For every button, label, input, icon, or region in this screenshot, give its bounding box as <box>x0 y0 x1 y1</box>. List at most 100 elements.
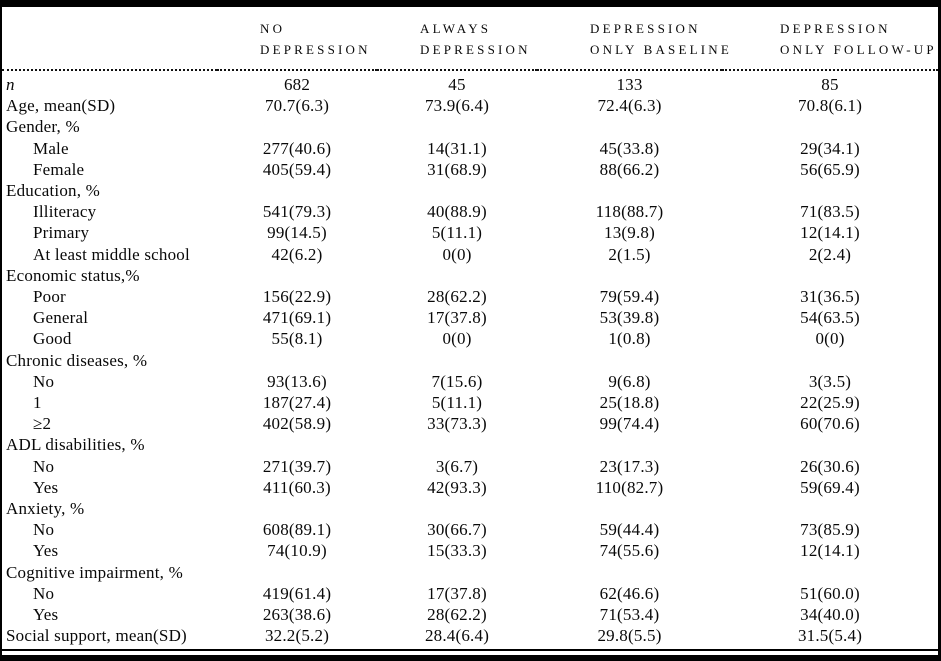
table-row: At least middle school 42(6.2) 0(0) 2(1.… <box>2 244 938 265</box>
cell: 59(44.4) <box>599 520 660 540</box>
row-label: ADL disabilities, % <box>6 435 145 455</box>
cell: 93(13.6) <box>267 371 327 391</box>
row-label: Anxiety, % <box>6 499 85 519</box>
row-label: No <box>33 371 55 391</box>
cell: 3(6.7) <box>435 456 479 476</box>
cell: 74(55.6) <box>599 541 660 561</box>
cell: 40(88.9) <box>427 202 487 222</box>
table-row: Poor 156(22.9) 28(62.2) 79(59.4) 31(36.5… <box>2 286 938 307</box>
table-row: Chronic diseases, % <box>2 350 938 371</box>
header-row: NO DEPRESSION ALWAYS DEPRESSION DEPRESSI… <box>2 7 938 71</box>
row-label: Illiteracy <box>33 202 97 222</box>
cell <box>537 350 722 371</box>
cell: 12(14.1) <box>800 541 860 561</box>
table-row: No 93(13.6) 7(15.6) 9(6.8) 3(3.5) <box>2 371 938 392</box>
cell: 2(2.4) <box>808 244 852 264</box>
cell <box>217 562 377 583</box>
cell: 99(14.5) <box>267 223 327 243</box>
cell: 12(14.1) <box>800 223 860 243</box>
cell: 99(74.4) <box>599 414 660 434</box>
cell <box>722 265 938 286</box>
cell: 23(17.3) <box>599 456 660 476</box>
cell <box>722 562 938 583</box>
row-label: Female <box>33 159 85 179</box>
cell: 70.8(6.1) <box>797 96 863 116</box>
cell <box>377 116 537 137</box>
cell: 15(33.3) <box>427 541 487 561</box>
cell <box>722 434 938 455</box>
cell <box>537 265 722 286</box>
column-header-no-depression: NO DEPRESSION <box>217 7 377 71</box>
characteristics-table: NO DEPRESSION ALWAYS DEPRESSION DEPRESSI… <box>2 7 938 646</box>
cell: 73(85.9) <box>800 520 860 540</box>
cell: 541(79.3) <box>262 202 332 222</box>
table-frame: NO DEPRESSION ALWAYS DEPRESSION DEPRESSI… <box>2 7 938 651</box>
cell <box>217 265 377 286</box>
cell: 56(65.9) <box>800 159 860 179</box>
table-row: Education, % <box>2 180 938 201</box>
row-label: ≥2 <box>33 414 52 434</box>
table-row: Age, mean(SD) 70.7(6.3) 73.9(6.4) 72.4(6… <box>2 95 938 116</box>
row-label: Chronic diseases, % <box>6 350 148 370</box>
row-label: n <box>6 75 15 94</box>
cell: 0(0) <box>442 244 472 264</box>
table-row: Cognitive impairment, % <box>2 562 938 583</box>
cell: 1(0.8) <box>608 329 651 349</box>
cell: 31(36.5) <box>800 287 860 307</box>
cell: 53(39.8) <box>599 308 660 328</box>
cell <box>217 116 377 137</box>
column-header-line: DEPRESSION <box>260 42 371 57</box>
cell: 28(62.2) <box>427 605 487 625</box>
table-row: Gender, % <box>2 116 938 137</box>
cell: 133 <box>616 75 643 94</box>
cell: 79(59.4) <box>599 287 660 307</box>
cell <box>217 180 377 201</box>
cell: 2(1.5) <box>608 244 651 264</box>
table-row: Yes 74(10.9) 15(33.3) 74(55.6) 12(14.1) <box>2 540 938 561</box>
cell: 3(3.5) <box>808 371 852 391</box>
cell <box>537 180 722 201</box>
cell: 471(69.1) <box>262 308 332 328</box>
cell <box>722 498 938 519</box>
table-header: NO DEPRESSION ALWAYS DEPRESSION DEPRESSI… <box>2 7 938 71</box>
cell: 28.4(6.4) <box>424 626 490 646</box>
cell: 25(18.8) <box>599 393 660 413</box>
cell <box>217 350 377 371</box>
cell <box>217 434 377 455</box>
cell <box>722 350 938 371</box>
cell <box>537 434 722 455</box>
cell <box>377 265 537 286</box>
cell: 26(30.6) <box>800 456 860 476</box>
cell <box>217 498 377 519</box>
cell: 30(66.7) <box>427 520 487 540</box>
row-label: Yes <box>33 541 59 561</box>
cell: 32.2(5.2) <box>264 626 330 646</box>
table-row: Illiteracy 541(79.3) 40(88.9) 118(88.7) … <box>2 201 938 222</box>
row-label: 1 <box>33 393 42 413</box>
cell: 405(59.4) <box>262 159 332 179</box>
cell: 42(6.2) <box>271 244 323 264</box>
cell: 271(39.7) <box>262 456 332 476</box>
cell <box>537 498 722 519</box>
row-label: Education, % <box>6 181 100 201</box>
table-row: Anxiety, % <box>2 498 938 519</box>
column-header-line: NO <box>260 21 286 36</box>
cell: 72.4(6.3) <box>597 96 662 116</box>
cell: 73.9(6.4) <box>424 96 490 116</box>
cell: 156(22.9) <box>262 287 332 307</box>
row-label: Economic status,% <box>6 265 140 285</box>
cell: 22(25.9) <box>800 393 860 413</box>
row-label: Male <box>33 138 69 158</box>
row-label: Yes <box>33 477 59 497</box>
cell: 31(68.9) <box>427 159 487 179</box>
cell: 608(89.1) <box>262 520 332 540</box>
row-label: Age, mean(SD) <box>6 96 116 116</box>
table-row: General 471(69.1) 17(37.8) 53(39.8) 54(6… <box>2 307 938 328</box>
row-label: No <box>33 583 55 603</box>
column-header-depression-only-baseline: DEPRESSION ONLY BASELINE <box>537 7 729 71</box>
cell: 33(73.3) <box>427 414 487 434</box>
cell: 45 <box>448 75 466 94</box>
cell: 5(11.1) <box>431 223 483 243</box>
cell: 54(63.5) <box>800 308 860 328</box>
